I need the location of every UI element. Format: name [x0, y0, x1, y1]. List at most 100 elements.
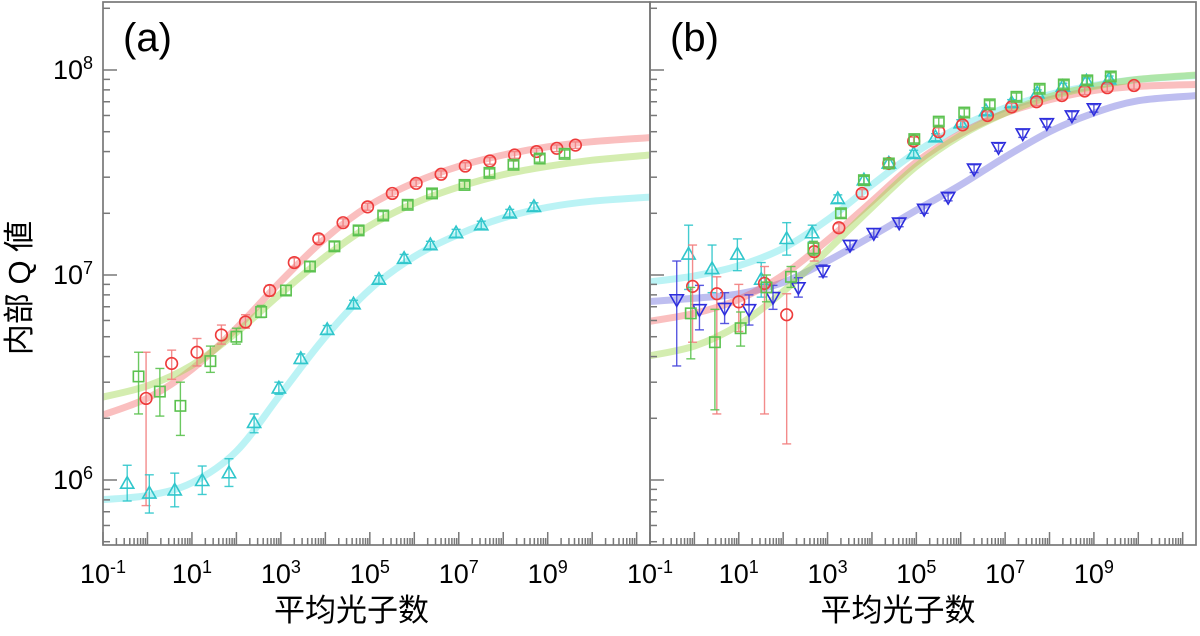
- data-point-square-marker: [558, 147, 571, 160]
- x-axis-title: 平均光子数: [274, 593, 429, 628]
- data-point-circle-marker: [336, 216, 350, 230]
- data-point-circle-marker: [139, 391, 153, 406]
- data-point-circle-marker: [385, 186, 399, 201]
- x-tick-label-10e1: 101: [719, 557, 759, 589]
- x-tick-label-10e3: 103: [808, 557, 848, 589]
- data-point-triangle-up-marker: [905, 145, 922, 160]
- data-point-square-marker: [958, 106, 971, 119]
- data-point-square-marker: [834, 207, 847, 220]
- data-point-square-marker: [230, 330, 243, 343]
- data-point-triangle-up-marker: [270, 379, 287, 394]
- data-point-square-marker: [1010, 90, 1023, 103]
- data-point-square-marker: [882, 157, 895, 170]
- x-tick-label-10e9: 109: [1074, 557, 1114, 589]
- x-tick-label-10e7: 107: [439, 557, 479, 589]
- data-point-circle-marker: [190, 345, 204, 359]
- data-point-triangle-up-marker: [220, 464, 237, 479]
- data-point-square-marker: [279, 284, 292, 297]
- data-point-triangle-up-marker: [119, 475, 136, 490]
- data-point-square-marker: [857, 174, 870, 187]
- data-point-triangle-down-marker: [842, 239, 858, 254]
- data-point-triangle-up-marker: [729, 245, 746, 260]
- data-point-circle-marker: [458, 159, 472, 173]
- data-point-triangle-down-marker: [716, 302, 733, 317]
- series-green-squares: [684, 70, 1117, 411]
- data-point-square-marker: [1033, 82, 1046, 95]
- data-point-square-marker: [132, 370, 145, 383]
- data-point-triangle-up-marker: [704, 260, 721, 275]
- x-tick-label-10e7: 107: [985, 557, 1025, 589]
- data-point-circle-marker: [409, 176, 423, 190]
- data-point-circle-marker: [238, 315, 253, 329]
- data-point-square-marker: [1057, 78, 1070, 91]
- data-point-square-marker: [401, 198, 414, 211]
- data-point-triangle-up-marker: [319, 321, 336, 336]
- y-tick-label-10e7: 107: [53, 258, 93, 290]
- fit-curve-red-circles: [103, 134, 650, 419]
- panel-a: [102, 1, 651, 546]
- data-point-triangle-down-marker: [940, 191, 957, 206]
- data-point-triangle-down-marker: [815, 265, 831, 280]
- y-tick-label-10e6: 106: [53, 463, 93, 495]
- data-point-circle-marker: [360, 200, 375, 214]
- y-tick-label-10e8: 108: [53, 53, 93, 85]
- fit-curve-cyan-triangles-up: [103, 193, 650, 504]
- data-point-circle-marker: [1127, 78, 1141, 93]
- x-tick-label-10e-1: 10-1: [627, 557, 673, 589]
- x-tick-label-10e9: 109: [528, 557, 568, 589]
- data-point-circle-marker: [214, 328, 229, 342]
- data-point-circle-marker: [483, 154, 497, 168]
- data-point-triangle-up-marker: [396, 250, 413, 265]
- data-point-triangle-down-marker: [990, 141, 1007, 156]
- data-point-square-marker: [760, 281, 773, 294]
- data-point-square-marker: [255, 305, 268, 318]
- data-point-triangle-down-marker: [1085, 102, 1102, 117]
- data-point-triangle-up-marker: [345, 295, 362, 310]
- data-point-square-marker: [377, 209, 390, 222]
- data-point-triangle-up-marker: [501, 204, 518, 219]
- data-point-triangle-down-marker: [741, 303, 757, 318]
- fit-curve-green-squares: [103, 151, 650, 401]
- data-point-square-marker: [932, 115, 945, 128]
- data-point-triangle-down-marker: [1063, 110, 1080, 125]
- data-point-triangle-up-marker: [448, 224, 465, 239]
- data-point-triangle-up-marker: [422, 236, 439, 251]
- data-point-square-marker: [908, 133, 921, 146]
- data-point-square-marker: [153, 385, 166, 398]
- x-tick-label-10e1: 101: [172, 557, 212, 589]
- data-point-triangle-down-marker: [865, 227, 882, 242]
- y-axis-title: 内部 Q 値: [2, 221, 37, 355]
- data-point-triangle-down-marker: [668, 294, 685, 309]
- data-point-triangle-up-marker: [166, 481, 183, 496]
- data-point-square-marker: [1104, 70, 1117, 83]
- data-point-circle-marker: [757, 276, 772, 290]
- data-point-circle-marker: [1029, 95, 1044, 109]
- series-green-squares: [132, 147, 571, 437]
- data-point-triangle-down-marker: [891, 217, 908, 232]
- data-point-square-marker: [708, 336, 721, 349]
- series-red-circles: [139, 138, 583, 507]
- data-point-circle-marker: [568, 138, 583, 152]
- panel-label: (b): [670, 16, 719, 60]
- data-point-square-marker: [303, 260, 316, 273]
- data-point-triangle-up-marker: [778, 230, 795, 245]
- panel-b: [649, 1, 1197, 546]
- data-point-circle-marker: [955, 118, 970, 132]
- data-point-square-marker: [807, 242, 820, 255]
- series-blue-triangles-down: [668, 102, 1102, 367]
- data-point-circle-marker: [312, 232, 326, 246]
- panel-label: (a): [123, 16, 172, 60]
- data-point-triangle-down-marker: [1038, 117, 1055, 132]
- data-point-square-marker: [328, 240, 341, 253]
- data-point-square-marker: [425, 187, 438, 200]
- data-point-triangle-down-marker: [765, 291, 781, 306]
- data-point-square-marker: [174, 399, 187, 412]
- data-point-circle-marker: [832, 221, 846, 235]
- data-point-triangle-up-marker: [292, 350, 309, 365]
- x-axis-title: 平均光子数: [821, 593, 976, 628]
- data-point-square-marker: [1081, 74, 1094, 87]
- series-red-circles: [685, 78, 1141, 445]
- data-point-triangle-up-marker: [804, 224, 821, 239]
